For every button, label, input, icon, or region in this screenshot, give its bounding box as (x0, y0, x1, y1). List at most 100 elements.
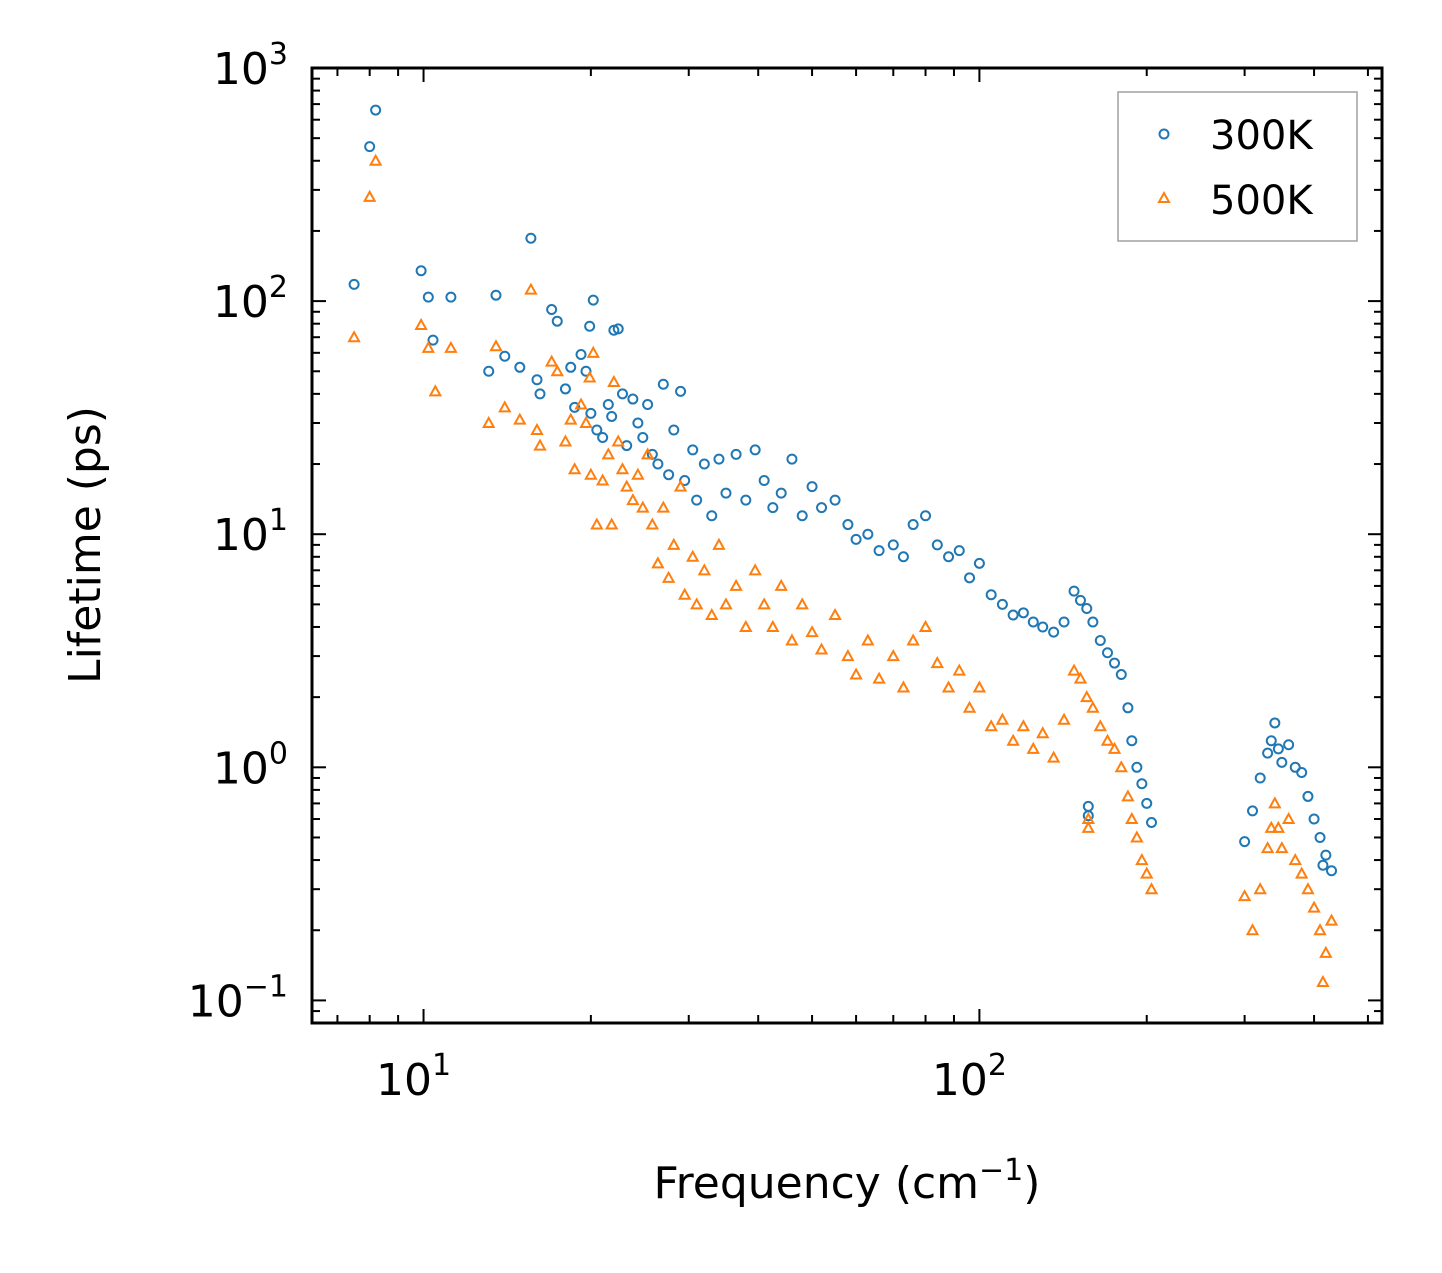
data-point-500K (1086, 700, 1100, 713)
data-point-300K (806, 481, 818, 493)
legend-label-300k: 300K (1210, 113, 1314, 159)
legend-marker-500k (1157, 190, 1171, 203)
data-point-300K (973, 557, 985, 569)
data-point-500K (584, 467, 598, 480)
data-point-500K (886, 649, 900, 662)
data-point-300K (534, 388, 546, 400)
data-point-300K (370, 104, 382, 116)
data-point-500K (574, 397, 588, 410)
data-point-500K (661, 570, 676, 583)
data-point-500K (1288, 853, 1302, 866)
data-point-500K (604, 517, 619, 530)
data-point-300K (531, 374, 543, 386)
data-point-500K (1081, 820, 1095, 833)
data-point-300K (602, 399, 614, 411)
y-tick-label: 101 (213, 503, 288, 561)
legend-label-500k: 500K (1210, 178, 1314, 224)
data-point-300K (575, 349, 587, 361)
data-point-500K (651, 556, 665, 569)
data-point-500K (590, 517, 604, 530)
data-point-300K (1283, 739, 1295, 751)
data-point-300K (931, 539, 943, 551)
data-point-300K (1058, 616, 1070, 628)
data-point-300K (612, 323, 624, 335)
data-point-300K (668, 424, 680, 436)
data-point-300K (698, 458, 710, 470)
data-point-300K (1082, 810, 1094, 822)
data-point-300K (525, 232, 537, 244)
series-500K (347, 153, 1339, 987)
data-point-500K (640, 447, 655, 460)
data-point-300K (591, 424, 603, 436)
data-point-300K (687, 444, 699, 456)
y-axis-title: Lifetime (ps) (60, 406, 111, 684)
x-tick-labels: 101 102 (376, 1048, 1007, 1106)
data-point-300K (559, 383, 571, 395)
x-tick-label: 102 (932, 1048, 1007, 1106)
data-point-300K (1027, 616, 1039, 628)
data-point-300K (427, 334, 439, 346)
data-point-500K (972, 680, 987, 693)
data-point-500K (962, 700, 977, 713)
data-point-300K (663, 469, 675, 481)
data-point-300K (617, 388, 629, 400)
data-point-500K (550, 364, 564, 377)
data-point-500K (544, 354, 559, 367)
data-point-300K (348, 278, 360, 290)
data-point-300K (597, 431, 609, 443)
data-point-300K (862, 528, 874, 540)
data-point-300K (897, 551, 909, 563)
data-point-500K (1026, 741, 1040, 754)
data-point-300K (1239, 836, 1251, 848)
data-point-500K (1264, 820, 1278, 833)
data-point-500K (1253, 882, 1267, 895)
data-point-500K (586, 345, 600, 358)
data-point-500K (705, 607, 719, 621)
data-point-500K (1271, 820, 1286, 833)
data-point-300K (850, 533, 862, 545)
data-point-300K (551, 315, 563, 327)
data-point-300K (587, 294, 599, 306)
data-point-500K (615, 462, 630, 475)
data-point-300K (1276, 756, 1288, 768)
data-point-500K (739, 619, 753, 632)
data-point-300K (996, 598, 1008, 610)
data-point-500K (1057, 712, 1071, 725)
data-point-500K (1036, 726, 1050, 739)
data-point-300K (546, 304, 558, 316)
data-point-300K (627, 393, 639, 405)
data-point-500K (906, 633, 920, 646)
data-point-500K (1067, 663, 1081, 676)
data-point-300K (364, 141, 376, 153)
data-point-300K (786, 453, 798, 465)
data-point-500K (533, 438, 547, 451)
data-point-300K (1087, 616, 1099, 628)
data-point-300K (749, 444, 761, 456)
data-point-500K (530, 422, 544, 435)
data-point-300K (1320, 849, 1332, 861)
data-point-300K (1269, 717, 1281, 729)
data-point-300K (767, 502, 779, 514)
data-point-300K (1265, 735, 1277, 747)
data-point-300K (887, 539, 899, 551)
data-point-500K (1073, 671, 1088, 684)
data-point-300K (953, 545, 965, 557)
data-point-500K (1316, 974, 1330, 987)
data-point-500K (636, 500, 650, 513)
data-point-500K (1080, 690, 1094, 703)
data-point-500K (697, 563, 712, 576)
legend: 300K 500K (1117, 91, 1358, 242)
data-point-300K (1115, 669, 1127, 681)
data-point-300K (1302, 790, 1314, 802)
data-point-500K (1006, 733, 1020, 746)
data-point-500K (558, 434, 573, 447)
data-point-500K (620, 479, 634, 492)
data-point-500K (729, 578, 743, 591)
data-point-500K (1130, 830, 1144, 843)
data-point-500K (582, 370, 597, 383)
data-point-500K (757, 597, 771, 610)
data-point-500K (805, 625, 819, 638)
data-point-500K (1100, 733, 1115, 746)
data-point-300K (943, 551, 955, 563)
